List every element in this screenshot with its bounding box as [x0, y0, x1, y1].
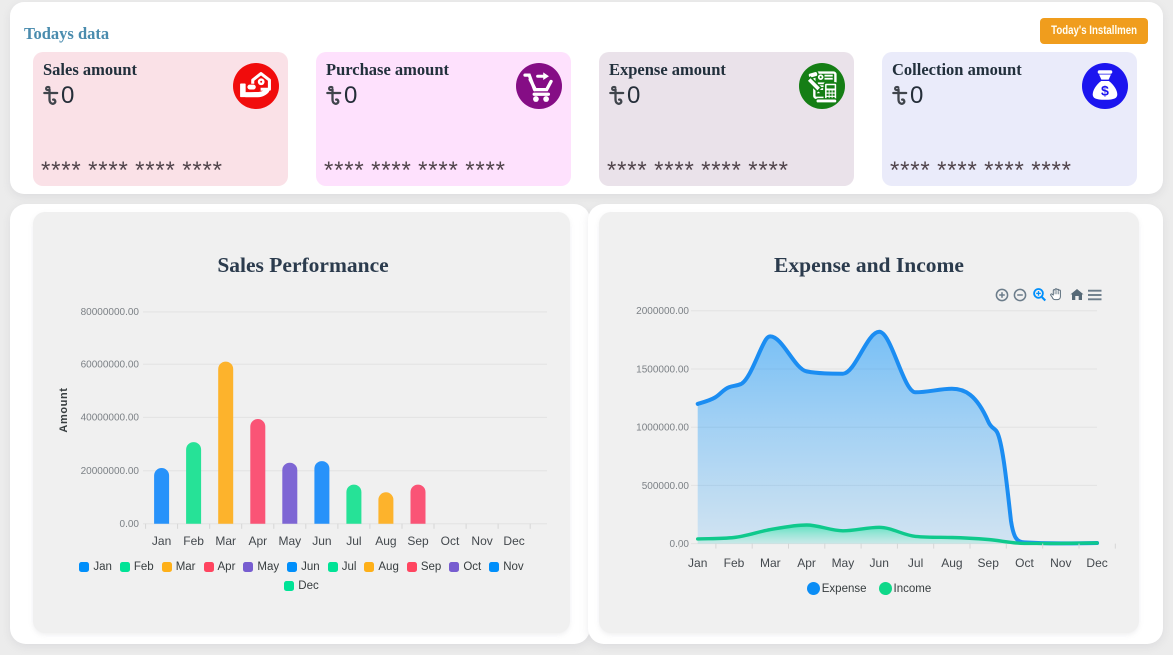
- svg-text:60000000.00: 60000000.00: [81, 360, 140, 371]
- svg-text:Mar: Mar: [215, 534, 236, 548]
- svg-text:Sep: Sep: [407, 534, 429, 548]
- svg-text:Dec: Dec: [1086, 556, 1107, 570]
- svg-text:Jan: Jan: [688, 556, 707, 570]
- svg-text:Amount: Amount: [58, 387, 70, 432]
- svg-text:Nov: Nov: [471, 534, 492, 548]
- svg-text:1500000.00: 1500000.00: [636, 364, 689, 375]
- svg-text:Oct: Oct: [441, 534, 460, 548]
- svg-text:40000000.00: 40000000.00: [81, 413, 140, 424]
- svg-text:Dec: Dec: [503, 534, 524, 548]
- svg-text:Mar: Mar: [760, 556, 781, 570]
- svg-text:$: $: [1101, 83, 1109, 99]
- svg-text:Jun: Jun: [312, 534, 331, 548]
- svg-text:Jun: Jun: [870, 556, 889, 570]
- svg-text:2000000.00: 2000000.00: [636, 306, 689, 317]
- svg-text:Sales Performance: Sales Performance: [217, 253, 388, 277]
- svg-text:Expense and Income: Expense and Income: [774, 253, 964, 277]
- svg-text:Aug: Aug: [375, 534, 396, 548]
- svg-text:80000000.00: 80000000.00: [81, 307, 140, 318]
- svg-text:20000000.00: 20000000.00: [81, 466, 140, 477]
- svg-text:Jul: Jul: [346, 534, 361, 548]
- svg-text:Nov: Nov: [1050, 556, 1071, 570]
- svg-text:Jul: Jul: [908, 556, 923, 570]
- svg-text:0.00: 0.00: [120, 519, 140, 530]
- svg-text:500000.00: 500000.00: [642, 481, 690, 492]
- svg-text:Sep: Sep: [978, 556, 1000, 570]
- svg-text:May: May: [278, 534, 301, 548]
- svg-text:Aug: Aug: [941, 556, 962, 570]
- svg-text:Feb: Feb: [183, 534, 204, 548]
- svg-text:Apr: Apr: [797, 556, 816, 570]
- svg-text:Oct: Oct: [1015, 556, 1034, 570]
- svg-text:Jan: Jan: [152, 534, 171, 548]
- svg-text:Feb: Feb: [724, 556, 745, 570]
- svg-text:1000000.00: 1000000.00: [636, 423, 689, 434]
- svg-text:Apr: Apr: [248, 534, 267, 548]
- svg-text:May: May: [832, 556, 855, 570]
